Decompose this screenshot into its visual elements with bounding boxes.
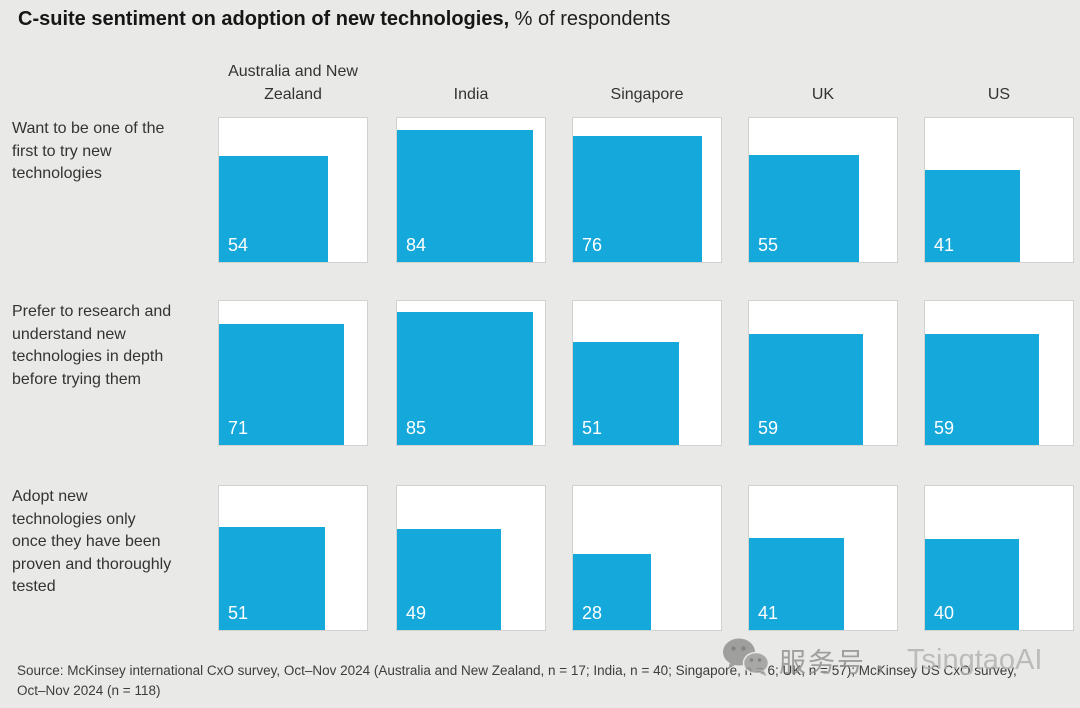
value-bar <box>397 130 533 262</box>
chart-tile: 51 <box>572 300 722 446</box>
chart-tile: 40 <box>924 485 1074 631</box>
chart-tile: 54 <box>218 117 368 263</box>
chart-tile: 84 <box>396 117 546 263</box>
source-note: Source: McKinsey international CxO surve… <box>17 663 1017 699</box>
chart-tile: 49 <box>396 485 546 631</box>
chart-tile: 85 <box>396 300 546 446</box>
title-main: C-suite sentiment on adoption of new tec… <box>18 8 510 30</box>
column-header-singapore: Singapore <box>610 85 684 103</box>
value-bar <box>749 334 863 445</box>
bar-value-label: 59 <box>758 418 779 438</box>
value-bar <box>925 538 1019 630</box>
value-bar <box>573 553 652 630</box>
value-bar <box>219 156 328 262</box>
bar-value-label: 71 <box>228 418 249 438</box>
title-unit: % of respondents <box>509 8 671 30</box>
bar-value-label: 41 <box>758 603 779 623</box>
value-bar <box>573 342 679 445</box>
value-bar <box>925 169 1020 262</box>
chart-tile: 55 <box>748 117 898 263</box>
value-bar <box>925 334 1039 445</box>
bar-value-label: 51 <box>582 418 603 438</box>
chart-tile: 28 <box>572 485 722 631</box>
row-label-first-to-try: Want to be one of the first to try new t… <box>12 120 165 182</box>
chart-tile: 71 <box>218 300 368 446</box>
bar-value-label: 40 <box>934 603 955 623</box>
chart-tile: 59 <box>748 300 898 446</box>
chart-tile: 41 <box>748 485 898 631</box>
column-header-india: India <box>453 85 489 103</box>
column-header-australia-new-zealand: Australia and New Zealand <box>228 62 358 103</box>
value-bar <box>219 527 325 630</box>
chart-tile: 51 <box>218 485 368 631</box>
value-bar <box>749 155 859 262</box>
row-label-adopt-when-proven: Adopt new technologies only once they ha… <box>12 488 172 595</box>
column-header-us: US <box>987 85 1011 103</box>
chart-tile: 41 <box>924 117 1074 263</box>
row-label-research-first: Prefer to research and understand new te… <box>12 303 172 388</box>
bar-value-label: 51 <box>228 603 249 623</box>
bar-value-label: 55 <box>758 235 779 255</box>
value-bar <box>749 537 844 630</box>
value-bar <box>573 136 703 262</box>
bar-value-label: 41 <box>934 235 955 255</box>
column-header-uk: UK <box>811 85 835 103</box>
chart-tile: 76 <box>572 117 722 263</box>
bar-value-label: 59 <box>934 418 955 438</box>
value-bar <box>397 312 534 445</box>
value-bar <box>397 529 501 630</box>
page-title: C-suite sentiment on adoption of new tec… <box>18 8 670 31</box>
bar-value-label: 84 <box>406 235 427 255</box>
bar-value-label: 49 <box>406 603 427 623</box>
bar-value-label: 85 <box>406 418 427 438</box>
value-bar <box>219 323 344 445</box>
bar-value-label: 54 <box>228 235 249 255</box>
chart-tile: 59 <box>924 300 1074 446</box>
bar-value-label: 76 <box>582 235 603 255</box>
bar-value-label: 28 <box>582 603 603 623</box>
